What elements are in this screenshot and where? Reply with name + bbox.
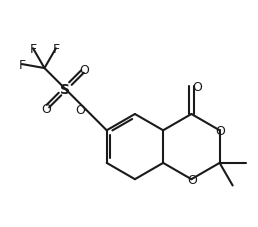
Text: F: F xyxy=(18,58,26,71)
Text: F: F xyxy=(29,43,37,56)
Text: F: F xyxy=(52,43,59,56)
Text: O: O xyxy=(75,104,85,116)
Text: O: O xyxy=(188,173,197,186)
Text: O: O xyxy=(41,102,51,115)
Text: S: S xyxy=(60,82,70,96)
Text: O: O xyxy=(192,80,202,93)
Text: O: O xyxy=(80,64,90,76)
Text: O: O xyxy=(216,124,225,137)
